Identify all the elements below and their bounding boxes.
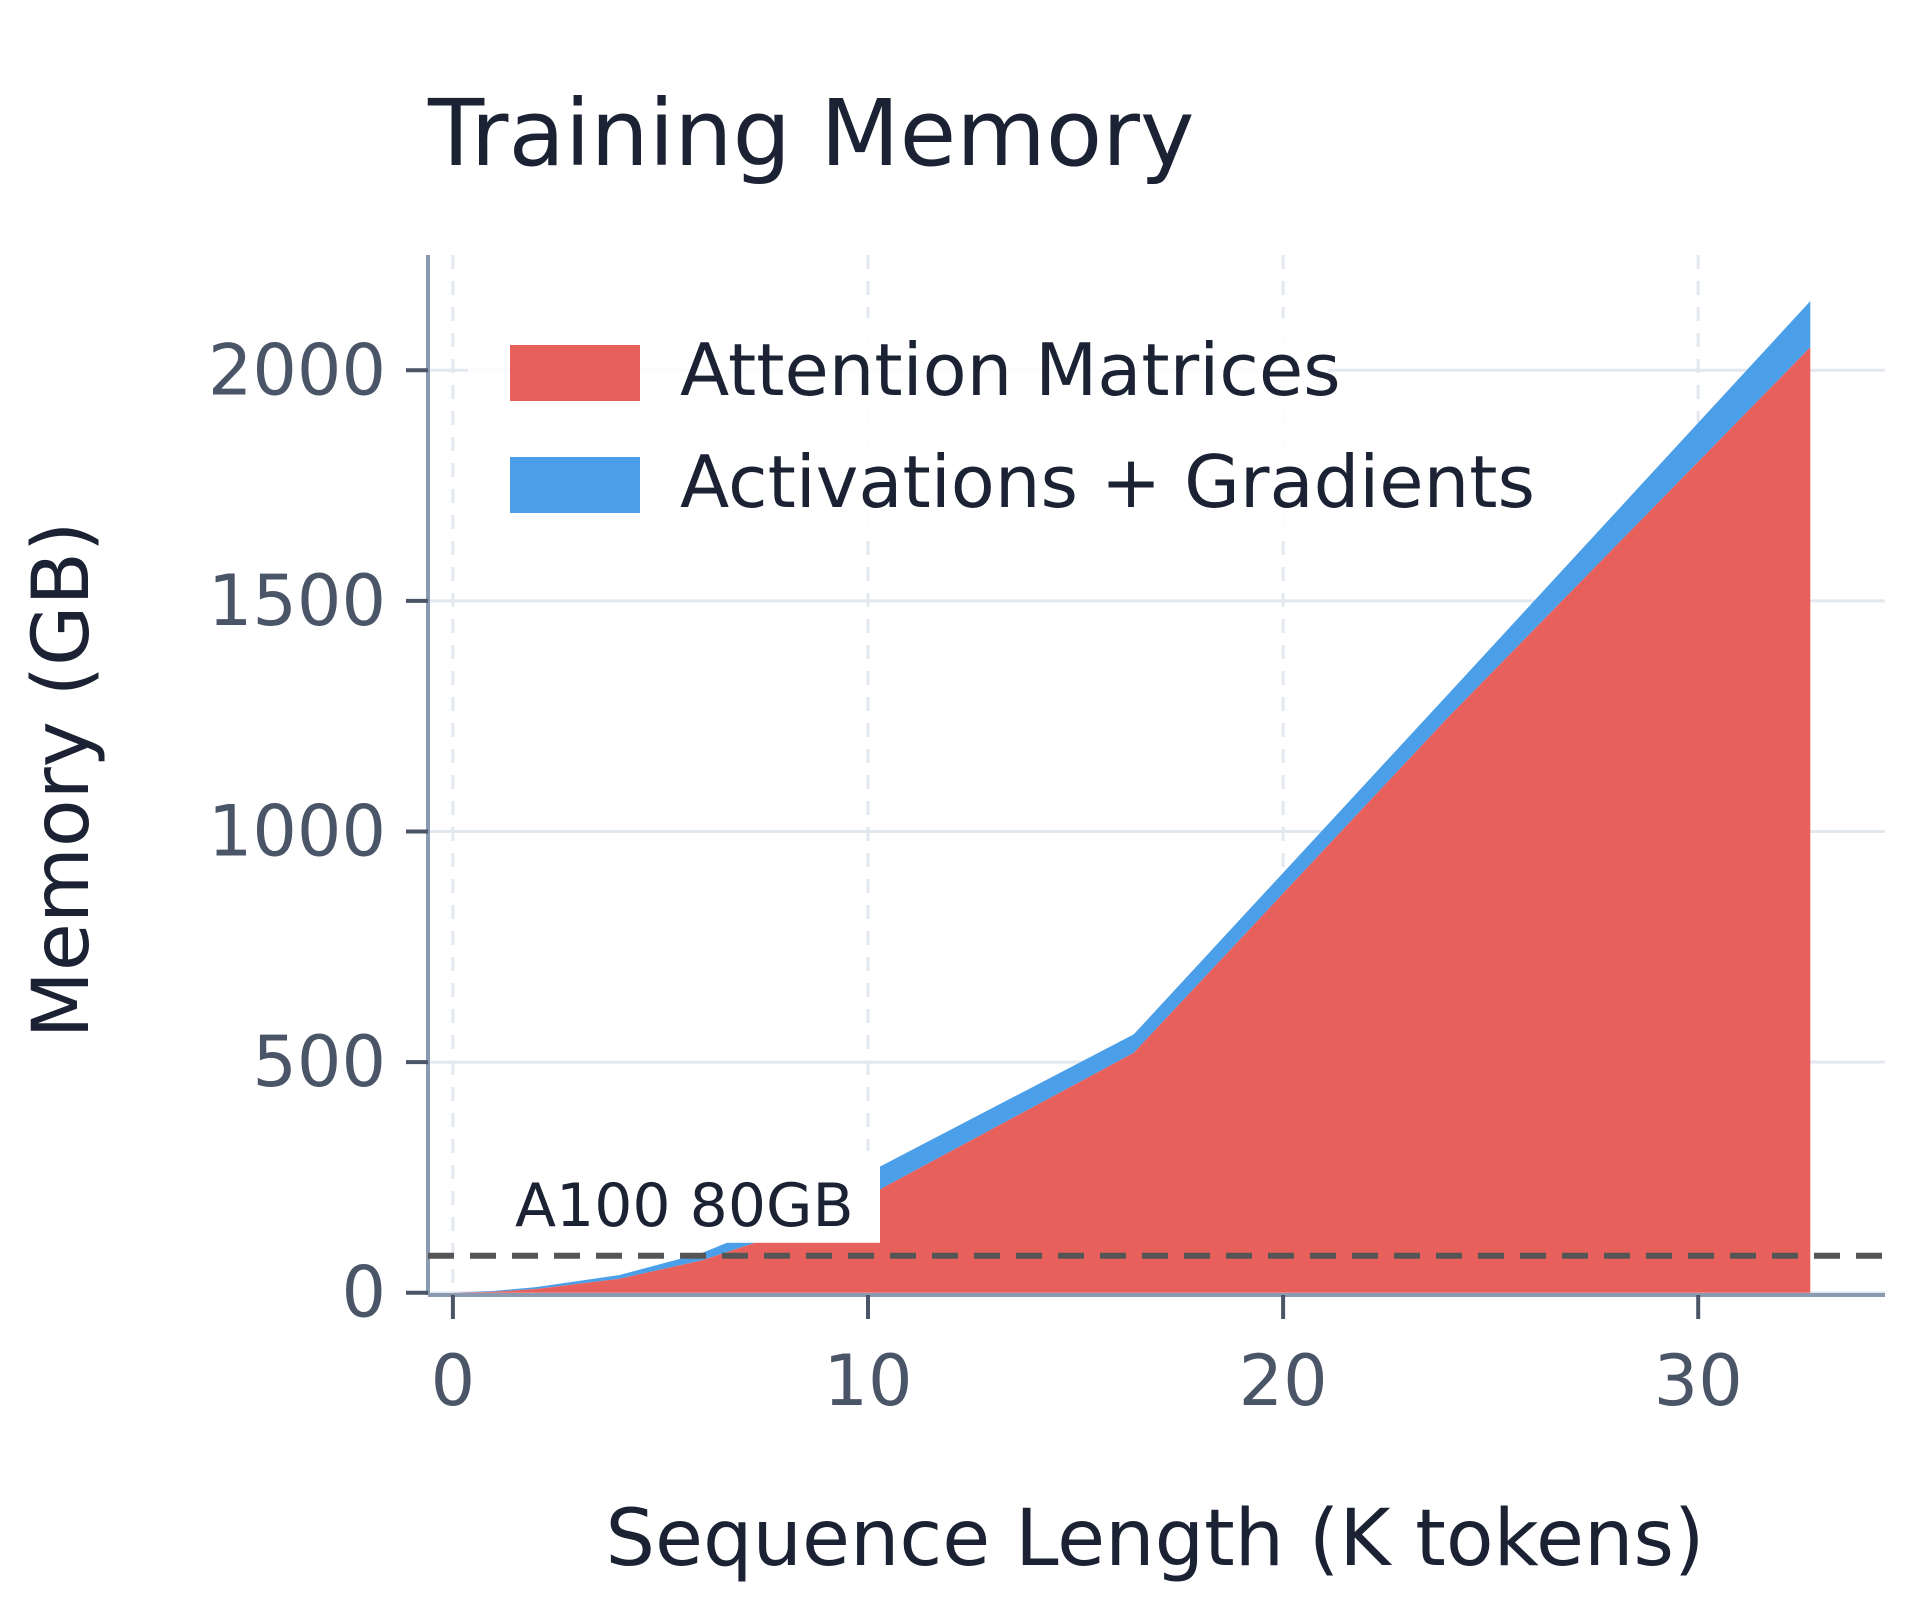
y-tick-label: 2000: [208, 329, 386, 411]
legend-label: Activations + Gradients: [680, 440, 1535, 524]
legend-swatch: [510, 457, 640, 513]
x-tick-label: 10: [823, 1340, 912, 1422]
plot-areas: [452, 301, 1811, 1293]
area-attention-matrices: [452, 347, 1811, 1293]
legend-label: Attention Matrices: [680, 328, 1341, 412]
y-tick-label: 500: [252, 1021, 386, 1103]
y-tick-label: 1000: [208, 790, 386, 872]
y-axis-label: Memory (GB): [17, 522, 107, 1039]
legend: Attention Matrices Activations + Gradient…: [468, 318, 1535, 538]
reference-label-background: [510, 1150, 880, 1243]
x-tick-label: 30: [1654, 1340, 1743, 1422]
x-axis-label: Sequence Length (K tokens): [606, 1494, 1705, 1584]
y-tick-label: 1500: [208, 560, 386, 642]
ticks: 0 500 1000 1500 2000 0 10 20 30: [208, 329, 1743, 1422]
reference-line-group: A100 80GB: [428, 1150, 1885, 1259]
axes: [426, 255, 1885, 1297]
x-tick-label: 20: [1239, 1340, 1328, 1422]
y-tick-label: 0: [341, 1252, 386, 1334]
reference-line-label: A100 80GB: [515, 1171, 854, 1241]
chart-title: Training Memory: [427, 80, 1194, 187]
x-tick-label: 0: [431, 1340, 476, 1422]
legend-swatch: [510, 345, 640, 401]
